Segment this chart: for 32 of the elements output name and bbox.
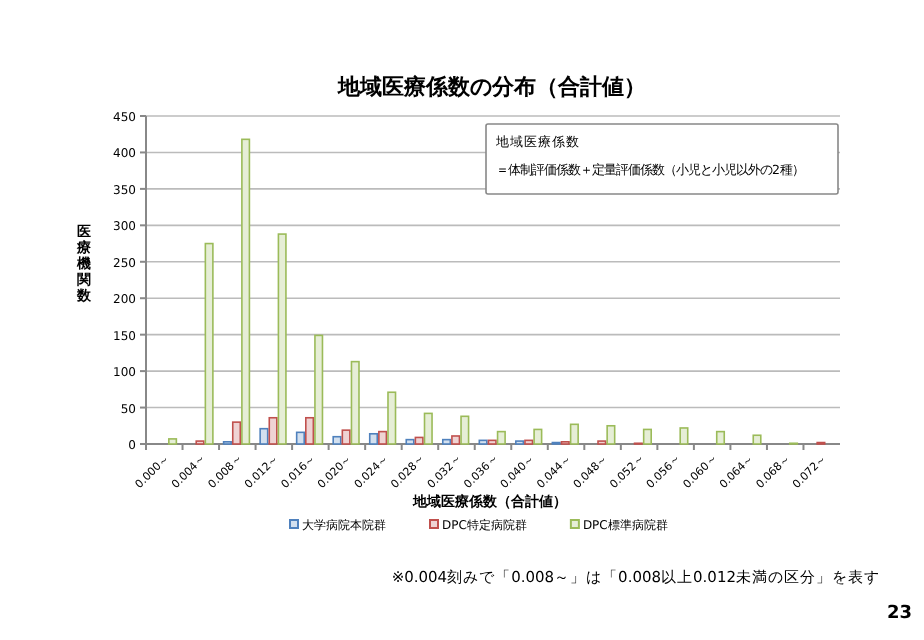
bar: [387, 391, 397, 445]
bar: [460, 415, 470, 445]
bar: [368, 433, 379, 445]
bar: [295, 431, 305, 445]
bar: [423, 412, 433, 445]
bar: [414, 436, 424, 445]
bar: [405, 438, 415, 445]
bar: [332, 435, 342, 445]
bar: [378, 430, 388, 445]
bar: [752, 434, 762, 445]
bar: [259, 427, 269, 445]
chart-title: 地域医療係数の分布（合計値）: [336, 74, 646, 100]
bar: [715, 430, 726, 445]
bar: [441, 438, 452, 445]
bar: [341, 429, 351, 445]
bar: [305, 416, 315, 445]
bar: [314, 334, 324, 445]
bar: [642, 428, 652, 445]
bar: [231, 421, 242, 445]
bar: [204, 242, 214, 445]
bar: [350, 360, 360, 445]
bar: [496, 430, 506, 445]
bar: [241, 138, 251, 445]
bar: [679, 427, 689, 445]
bar: [606, 424, 616, 445]
bar: [533, 428, 543, 445]
bar: [277, 233, 287, 445]
bar: [451, 435, 461, 445]
bar: [569, 423, 579, 445]
bar: [268, 416, 278, 445]
bar: [168, 438, 178, 445]
text: 23: [886, 604, 912, 624]
